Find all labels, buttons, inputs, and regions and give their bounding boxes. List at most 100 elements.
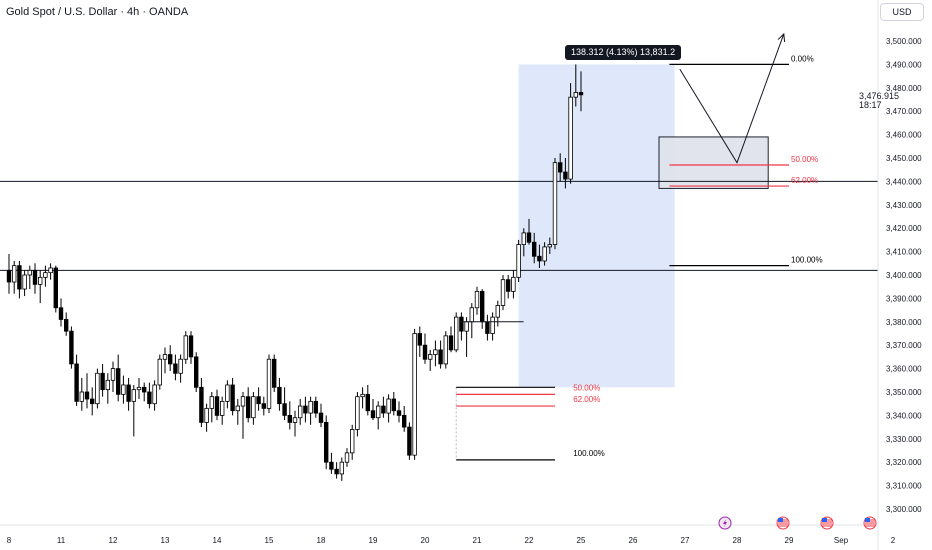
projection-path[interactable] xyxy=(679,33,785,164)
candle xyxy=(48,267,53,274)
last-price-label: 3,476.915 xyxy=(859,91,900,101)
candle xyxy=(110,368,116,381)
candle xyxy=(95,372,100,405)
x-tick-label: 13 xyxy=(161,536,170,545)
x-tick-label: 26 xyxy=(629,536,638,545)
candle xyxy=(381,405,386,414)
candle xyxy=(17,265,22,290)
candle xyxy=(74,363,79,402)
candle xyxy=(121,384,126,395)
fib-left-level-label: 100.00% xyxy=(573,449,605,458)
candle xyxy=(401,414,407,428)
candle xyxy=(412,333,417,456)
candle xyxy=(329,461,334,470)
candle xyxy=(6,269,12,283)
y-tick-label: 3,500.000 xyxy=(886,37,922,46)
x-tick-label: 11 xyxy=(57,536,66,545)
price-axis[interactable]: 3,300.000 3,310.000 3,320.000 3,330.000 3,34… xyxy=(877,0,922,550)
candle xyxy=(355,396,360,430)
y-tick-label: 3,300.000 xyxy=(886,505,922,514)
y-tick-label: 3,470.000 xyxy=(886,107,922,116)
candle xyxy=(214,396,220,416)
candle xyxy=(271,358,277,388)
time-axis[interactable]: 8111213141518192021222526272829Sep234 xyxy=(0,524,932,545)
candle xyxy=(277,386,282,405)
candle xyxy=(417,333,422,346)
currency-button[interactable]: USD xyxy=(880,3,924,21)
y-tick-label: 3,460.000 xyxy=(886,131,922,140)
candle xyxy=(511,276,516,292)
candle xyxy=(141,386,147,393)
y-tick-label: 3,450.000 xyxy=(886,154,922,163)
candle xyxy=(183,335,188,360)
event-icons[interactable] xyxy=(718,516,877,530)
fib-left-level-label: 50.00% xyxy=(573,383,600,392)
candle xyxy=(422,344,428,360)
candle xyxy=(521,232,526,245)
fib-right-level-label: 100.00% xyxy=(791,256,823,265)
candle xyxy=(266,358,272,409)
fib-right-level-label: 50.00% xyxy=(791,155,818,164)
candle xyxy=(256,396,261,405)
x-tick-label: 29 xyxy=(785,536,794,545)
candle xyxy=(178,358,183,374)
candle xyxy=(334,468,339,475)
candle xyxy=(485,321,490,334)
candle xyxy=(469,307,474,323)
us-flag-canton xyxy=(822,518,827,522)
candle xyxy=(500,279,506,306)
y-tick-label: 3,330.000 xyxy=(886,435,922,444)
candle xyxy=(453,316,459,351)
candle xyxy=(490,316,495,334)
candle xyxy=(303,405,308,414)
fib-left-level-label: 62.00% xyxy=(573,395,600,404)
candle xyxy=(116,368,121,395)
x-tick-label: 15 xyxy=(265,536,274,545)
drawings-foreground[interactable]: 50.00% 62.00% 100.00% 0.00% 50.00% 62.00% 100.… xyxy=(455,32,823,461)
candle xyxy=(152,384,157,405)
y-tick-label: 3,320.000 xyxy=(886,458,922,467)
x-tick-label: 18 xyxy=(317,536,326,545)
candle xyxy=(240,396,246,407)
candle xyxy=(438,349,443,365)
candle xyxy=(349,429,355,454)
projection-arrow-head xyxy=(777,32,786,42)
candle xyxy=(147,391,152,405)
candle xyxy=(552,162,558,245)
candle xyxy=(126,384,131,402)
candle xyxy=(188,335,194,358)
x-tick-label: 14 xyxy=(213,536,222,545)
candle xyxy=(443,335,448,365)
symbol-title[interactable]: Gold Spot / U.S. Dollar · 4h · OANDA xyxy=(6,6,189,18)
us-flag-canton xyxy=(778,518,783,522)
candle xyxy=(532,241,537,257)
lightning-glyph xyxy=(723,519,727,527)
y-tick-label: 3,480.000 xyxy=(886,84,922,93)
y-tick-label: 3,430.000 xyxy=(886,201,922,210)
candle xyxy=(84,391,90,400)
drawings-background xyxy=(0,64,878,388)
candle xyxy=(578,92,584,96)
x-tick-label: 27 xyxy=(681,536,690,545)
candle xyxy=(370,410,376,419)
candle xyxy=(219,400,225,416)
candle xyxy=(537,255,542,262)
countdown-label: 18:17 xyxy=(859,100,882,110)
candle xyxy=(396,410,402,416)
candle xyxy=(558,162,563,173)
candle xyxy=(64,319,69,332)
y-tick-label: 3,490.000 xyxy=(886,60,922,69)
candle xyxy=(386,398,391,414)
candle xyxy=(136,386,142,391)
candle xyxy=(391,398,396,412)
candle xyxy=(375,405,381,419)
x-tick-label: 25 xyxy=(577,536,586,545)
candle xyxy=(173,363,178,374)
measure-badge: 138.312 (4.13%) 13,831.2 xyxy=(565,45,682,60)
x-tick-label: 2 xyxy=(891,536,896,545)
y-tick-label: 3,410.000 xyxy=(886,248,922,257)
y-tick-label: 3,370.000 xyxy=(886,341,922,350)
candle xyxy=(157,358,162,386)
candle xyxy=(563,171,568,180)
